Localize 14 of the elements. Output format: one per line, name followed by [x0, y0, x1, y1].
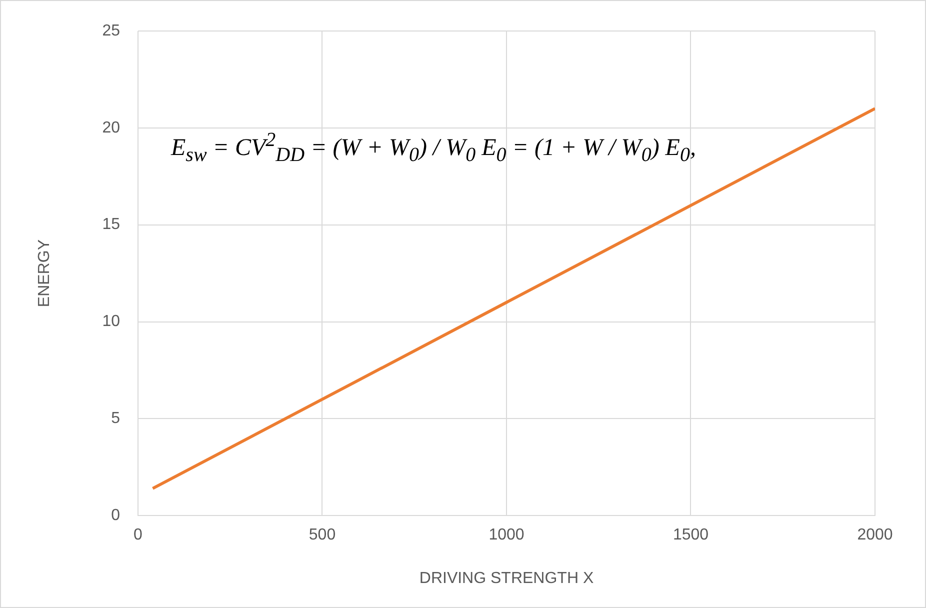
y-tick-label: 15 — [102, 216, 120, 234]
x-axis-title: DRIVING STRENGTH X — [419, 570, 594, 587]
text: E$_{sw}$ = CV$^{2}$$_{DD}$ = (W + W$_{0}$) / W$_{0}$ E$_{0}$ = (1 + W / W$_{0}$) E$_{0}$, — [171, 129, 696, 166]
y-tick-label: 0 — [111, 507, 120, 524]
y-tick-label: 5 — [111, 410, 120, 428]
x-tick-label: 2000 — [857, 526, 893, 544]
x-tick-label: 1500 — [672, 526, 709, 544]
y-tick-label: 20 — [102, 119, 120, 136]
x-tick-label: 1000 — [488, 526, 524, 544]
y-tick-label: 10 — [102, 313, 120, 330]
x-tick-label: 500 — [308, 526, 336, 544]
y-tick-label: 25 — [102, 22, 120, 40]
y-axis-title: ENERGY — [36, 239, 54, 308]
x-tick-label: 0 — [134, 526, 143, 544]
